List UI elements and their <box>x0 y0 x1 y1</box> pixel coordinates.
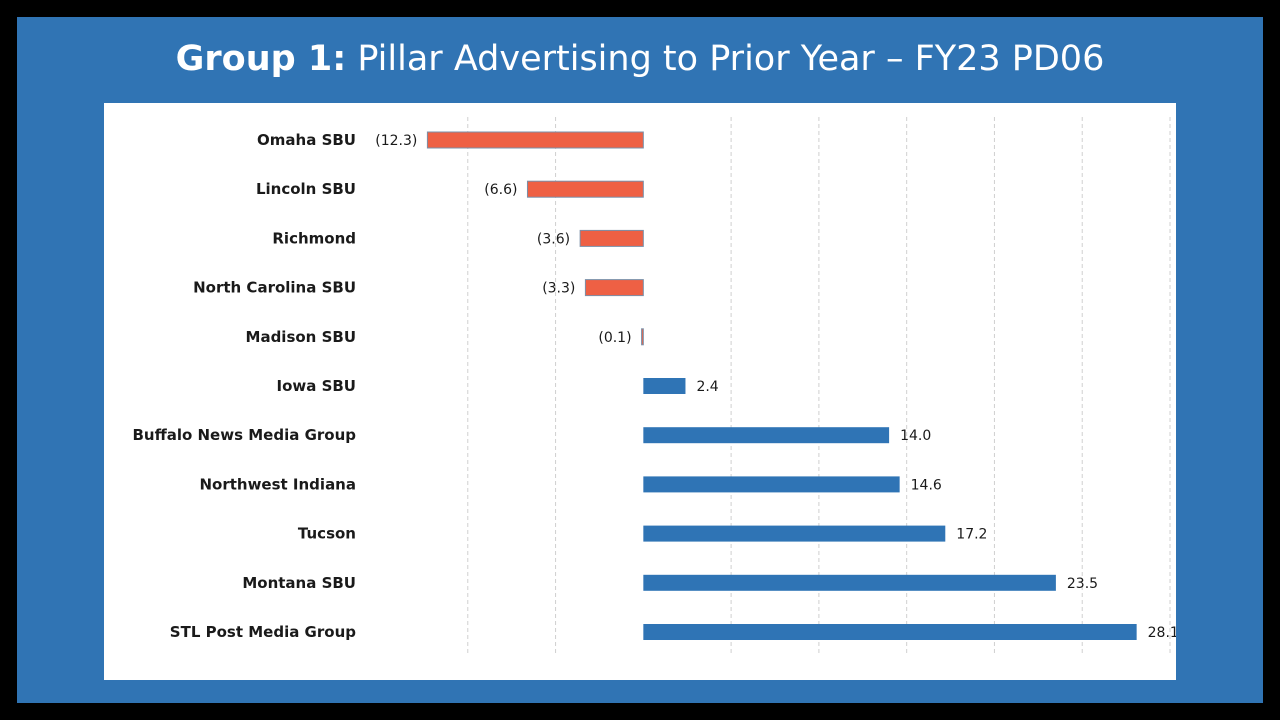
category-label: Montana SBU <box>242 574 356 592</box>
bar <box>579 229 644 247</box>
value-label: (3.3) <box>542 281 575 297</box>
value-label: 28.1 <box>1148 625 1176 641</box>
value-label: (12.3) <box>375 133 417 149</box>
category-label: STL Post Media Group <box>170 623 356 641</box>
bar <box>426 131 644 149</box>
slide-title: Group 1: Pillar Advertising to Prior Yea… <box>0 34 1280 84</box>
bar <box>641 328 644 346</box>
bar <box>526 180 644 198</box>
bar <box>643 427 890 444</box>
value-label: (6.6) <box>484 182 517 198</box>
category-label: Northwest Indiana <box>199 475 356 493</box>
title-text: Pillar Advertising to Prior Year – FY23 … <box>357 39 1105 79</box>
value-label: 14.0 <box>900 428 931 444</box>
value-label: 17.2 <box>956 527 987 543</box>
bar <box>643 476 900 493</box>
category-label: Iowa SBU <box>276 377 356 395</box>
chart-panel: Omaha SBU (12.3) Lincoln SBU (6.6) Richmond (… <box>104 103 1176 680</box>
category-label: Tucson <box>298 525 356 543</box>
value-label: (0.1) <box>598 330 631 346</box>
value-label: 23.5 <box>1067 576 1098 592</box>
value-label: 14.6 <box>911 477 942 493</box>
bar <box>643 525 946 542</box>
value-label: (3.6) <box>537 231 570 247</box>
title-group-label: Group 1: <box>175 39 347 79</box>
category-label: Buffalo News Media Group <box>132 426 356 444</box>
bar <box>643 624 1137 640</box>
category-label: Omaha SBU <box>257 131 356 149</box>
category-label: Lincoln SBU <box>256 180 356 198</box>
bar <box>643 574 1056 591</box>
value-label: 2.4 <box>696 379 718 395</box>
bar-chart: Omaha SBU (12.3) Lincoln SBU (6.6) Richmond (… <box>132 117 1176 655</box>
category-label: North Carolina SBU <box>193 279 356 297</box>
category-label: Madison SBU <box>246 328 356 346</box>
bar <box>584 279 644 297</box>
category-label: Richmond <box>272 229 356 247</box>
bar <box>643 378 686 394</box>
